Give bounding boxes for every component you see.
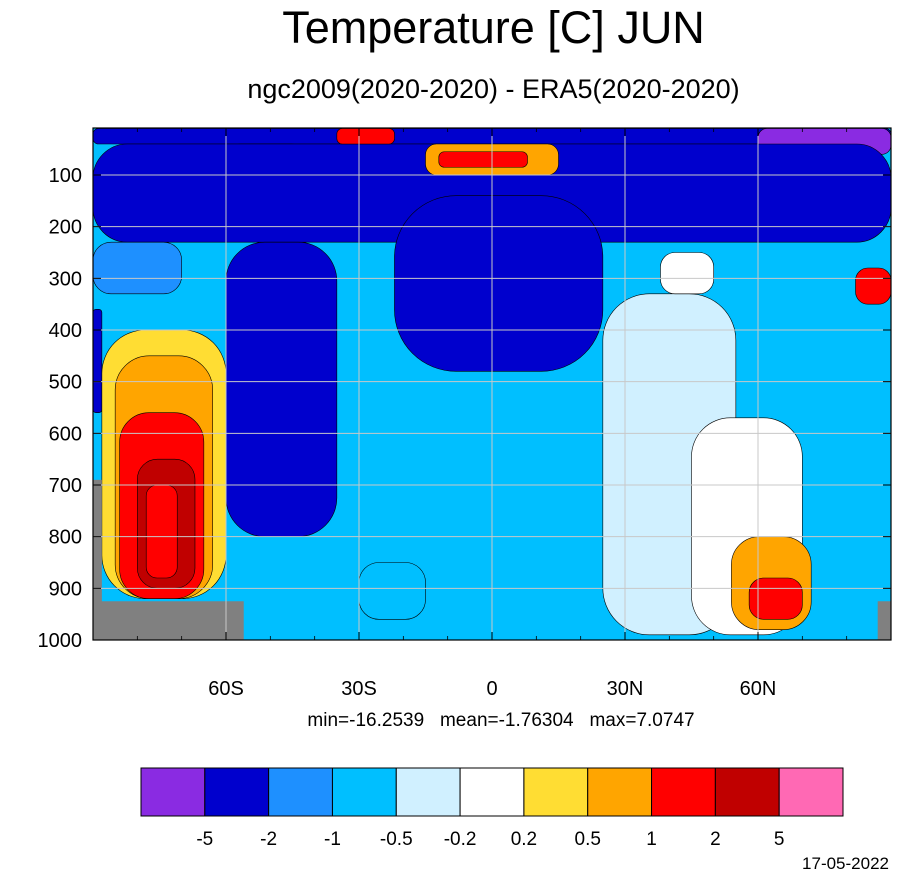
colorbar-swatch-9	[714, 767, 780, 817]
colorbar-swatch-4	[395, 767, 461, 817]
colorbar-swatch-1	[204, 767, 270, 817]
colorbar-swatch-0	[140, 767, 206, 817]
contour-region-7	[92, 309, 103, 413]
colorbar-label-5: 0.2	[511, 829, 537, 850]
x-tick-label-2: 0	[486, 678, 497, 700]
y-tick-label-1: 200	[49, 217, 82, 239]
y-tick-label-9: 1000	[38, 630, 83, 652]
contour-region-15	[660, 252, 714, 295]
colorbar-swatch-2	[268, 767, 333, 817]
chart-subtitle: ngc2009(2020-2020) - ERA5(2020-2020)	[247, 74, 740, 104]
y-tick-label-6: 700	[49, 475, 82, 497]
colorbar-label-8: 2	[710, 829, 721, 850]
colorbar-label-9: 5	[774, 829, 785, 850]
colorbar-swatch-5	[459, 767, 525, 817]
contour-region-6	[394, 195, 604, 372]
contour-region-13	[358, 562, 426, 620]
stat-min: min=-16.2539	[307, 710, 425, 731]
missing-data-antarctic	[93, 601, 244, 640]
stat-mean: mean=-1.76304	[439, 710, 574, 731]
contour-region-19	[855, 267, 892, 305]
y-tick-label-2: 300	[49, 268, 82, 290]
colorbar-swatch-8	[651, 767, 716, 817]
missing-data-right	[877, 601, 891, 640]
x-tick-label-1: 30S	[341, 678, 377, 700]
colorbar-label-0: -5	[196, 829, 213, 850]
colorbar-label-7: 1	[646, 829, 657, 850]
contour-region-5	[225, 241, 338, 537]
colorbar-swatch-7	[587, 767, 653, 817]
colorbar-swatch-3	[331, 767, 397, 817]
missing-data-left	[93, 479, 102, 640]
y-tick-label-4: 500	[49, 372, 82, 394]
chart-title: Temperature [C] JUN	[282, 2, 705, 53]
contour-region-20	[336, 128, 395, 145]
stat-max: max=7.0747	[589, 710, 695, 731]
contour-region-18	[748, 577, 803, 620]
colorbar-label-2: -1	[324, 829, 341, 850]
y-tick-label-0: 100	[49, 165, 82, 187]
colorbar-label-4: -0.2	[444, 829, 477, 850]
x-tick-label-3: 30N	[607, 678, 644, 700]
stats-line: min=-16.2539 mean=-1.76304 max=7.0747	[0, 710, 901, 732]
contour-region-4	[92, 241, 182, 295]
contour-region-12	[145, 484, 178, 579]
y-tick-label-7: 800	[49, 527, 82, 549]
contour-region-22	[438, 151, 528, 168]
colorbar-swatch-10	[778, 767, 844, 817]
colorbar-label-3: -0.5	[380, 829, 413, 850]
colorbar-swatch-6	[523, 767, 589, 817]
y-tick-label-3: 400	[49, 320, 82, 342]
x-tick-label-0: 60S	[208, 678, 244, 700]
colorbar-label-1: -2	[260, 829, 277, 850]
colorbar-label-6: 0.5	[575, 829, 601, 850]
y-tick-label-8: 900	[49, 578, 82, 600]
y-tick-label-5: 600	[49, 423, 82, 445]
x-tick-label-4: 60N	[740, 678, 777, 700]
date-stamp: 17-05-2022	[802, 854, 889, 873]
